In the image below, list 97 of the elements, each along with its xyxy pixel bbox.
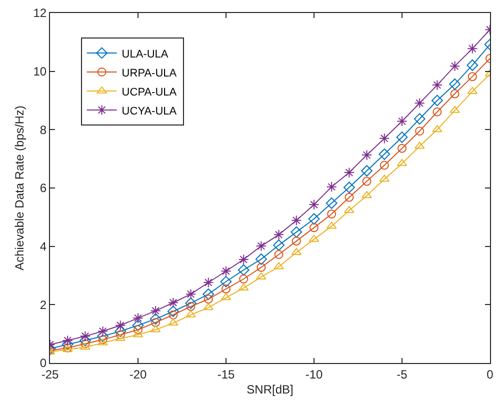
point	[432, 107, 442, 116]
y-tick-label: 12	[33, 6, 47, 20]
point	[168, 297, 178, 308]
point	[414, 113, 426, 125]
point	[398, 144, 406, 153]
point	[310, 223, 318, 232]
point	[168, 310, 178, 320]
point	[62, 338, 74, 350]
point	[432, 80, 442, 90]
point	[344, 192, 354, 202]
point	[273, 239, 284, 251]
point	[467, 43, 478, 54]
y-axis-title: Achievable Data Rate (bps/Hz)	[12, 106, 27, 270]
point	[203, 277, 214, 288]
point	[362, 191, 372, 198]
point	[186, 310, 196, 318]
point	[274, 262, 284, 270]
point	[204, 294, 213, 304]
point	[432, 125, 442, 132]
point	[308, 213, 320, 225]
point	[115, 320, 126, 331]
point	[185, 298, 196, 309]
y-tick-label: 2	[40, 298, 47, 312]
x-tick-label: -20	[129, 367, 147, 382]
point	[238, 254, 249, 265]
legend-label: URPA-ULA	[122, 67, 178, 80]
point	[222, 284, 230, 294]
point	[220, 266, 232, 276]
point	[256, 253, 267, 265]
point	[450, 60, 460, 72]
point	[450, 89, 460, 98]
point	[379, 133, 390, 144]
point	[220, 276, 232, 288]
point	[326, 182, 337, 192]
x-tick-label: 0	[486, 367, 494, 382]
point	[361, 165, 372, 176]
point	[414, 98, 425, 108]
point	[116, 330, 125, 340]
point	[151, 318, 160, 327]
point	[290, 226, 302, 238]
point	[186, 288, 196, 300]
point	[186, 302, 196, 311]
point	[449, 78, 460, 90]
point	[291, 215, 302, 226]
y-tick-label: 10	[33, 64, 47, 79]
legend-label: ULA-ULA	[122, 48, 169, 60]
x-axis-title: SNR[dB]	[246, 382, 294, 396]
point	[150, 305, 161, 316]
point	[97, 330, 108, 342]
point	[132, 312, 144, 324]
point	[114, 326, 126, 337]
point	[168, 306, 179, 318]
point	[98, 326, 108, 337]
point	[256, 272, 266, 280]
point	[80, 342, 90, 350]
point	[432, 94, 443, 106]
point	[274, 229, 284, 240]
point	[132, 320, 144, 332]
point	[378, 148, 390, 160]
x-tick-label: -10	[305, 367, 323, 382]
point	[292, 236, 301, 246]
point	[80, 330, 90, 342]
x-tick-label: -15	[217, 367, 235, 382]
point	[80, 339, 90, 348]
point	[380, 160, 389, 170]
point	[274, 250, 284, 259]
y-tick-label: 4	[40, 240, 47, 254]
point	[308, 199, 320, 210]
point	[344, 182, 355, 194]
y-tick-label: 6	[40, 181, 47, 196]
legend-label: UCPA-ULA	[122, 86, 178, 98]
point	[362, 176, 372, 186]
point	[98, 335, 108, 344]
point	[238, 264, 250, 276]
point	[396, 116, 408, 127]
point	[150, 313, 162, 325]
point	[326, 197, 338, 209]
point	[134, 325, 142, 334]
point	[327, 209, 336, 218]
point	[98, 338, 108, 346]
point	[256, 240, 266, 252]
point	[62, 335, 73, 346]
x-tick-label: -5	[396, 367, 408, 382]
point	[344, 206, 354, 213]
legend-label: UCYA-ULA	[122, 105, 178, 118]
point	[344, 167, 354, 178]
point	[468, 72, 477, 82]
point	[239, 274, 248, 284]
point	[168, 318, 178, 326]
point	[202, 288, 214, 300]
point	[466, 60, 478, 71]
point	[450, 106, 460, 113]
point	[362, 150, 372, 160]
point	[415, 126, 424, 136]
point	[256, 262, 266, 272]
point	[396, 132, 408, 143]
y-tick-label: 8	[40, 122, 47, 137]
